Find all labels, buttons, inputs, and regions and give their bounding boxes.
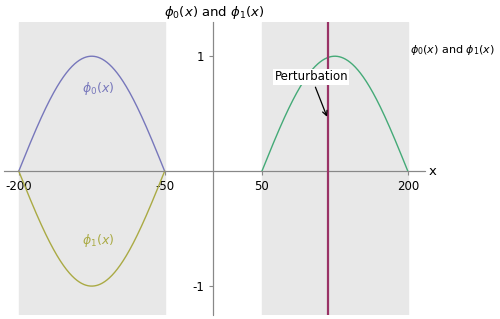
Text: x: x xyxy=(428,165,436,178)
Text: $\phi_1(x)$: $\phi_1(x)$ xyxy=(82,232,114,249)
Text: Perturbation: Perturbation xyxy=(274,70,348,115)
Bar xyxy=(262,22,408,315)
Text: $\phi_0(x)$ and $\phi_1(x)$: $\phi_0(x)$ and $\phi_1(x)$ xyxy=(410,43,494,57)
Title: $\phi_0(x)$ and $\phi_1(x)$: $\phi_0(x)$ and $\phi_1(x)$ xyxy=(164,4,265,21)
Text: $\phi_0(x)$: $\phi_0(x)$ xyxy=(82,80,114,97)
Bar xyxy=(19,22,165,315)
